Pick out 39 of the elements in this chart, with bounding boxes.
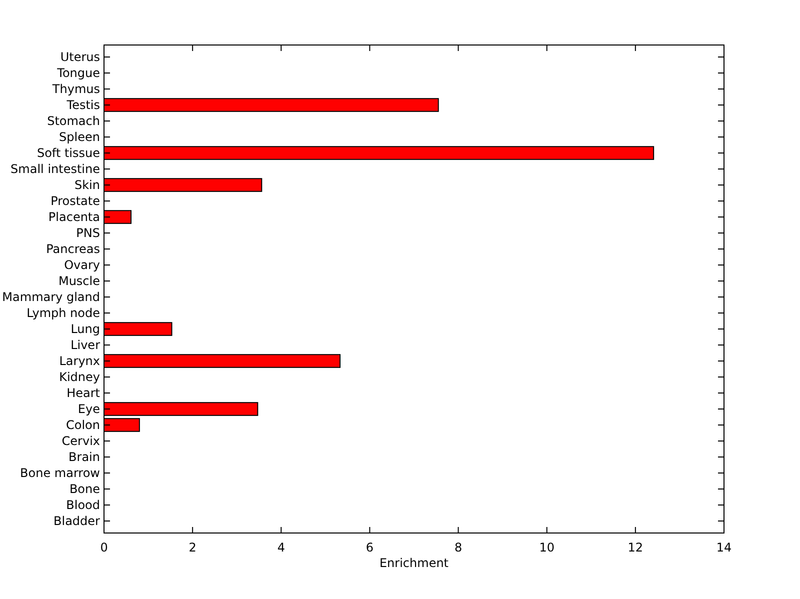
x-tick-label: 2 — [188, 540, 196, 555]
y-tick-label: Blood — [66, 498, 100, 512]
y-tick-label: Thymus — [51, 82, 100, 96]
y-tick-label: Heart — [66, 386, 100, 400]
y-tick-label: Tongue — [56, 66, 100, 80]
y-tick-label: Lung — [70, 322, 100, 336]
x-tick-label: 8 — [454, 540, 462, 555]
x-tick-label: 6 — [366, 540, 374, 555]
y-tick-label: Eye — [78, 402, 100, 416]
x-tick-label: 10 — [539, 540, 554, 555]
y-tick-label: Prostate — [50, 194, 100, 208]
x-tick-label: 0 — [100, 540, 108, 555]
y-tick-label: Kidney — [59, 370, 100, 384]
y-tick-label: Colon — [66, 418, 100, 432]
y-tick-label: Spleen — [59, 130, 100, 144]
y-tick-label: Stomach — [47, 114, 100, 128]
y-tick-label: Testis — [66, 98, 100, 112]
y-tick-label: Liver — [70, 338, 100, 352]
y-tick-label: Mammary gland — [2, 290, 100, 304]
y-tick-label: Soft tissue — [36, 146, 100, 160]
y-tick-label: Pancreas — [46, 242, 100, 256]
x-tick-label: 4 — [277, 540, 285, 555]
x-axis-title: Enrichment — [379, 556, 449, 570]
x-tick-label: 12 — [628, 540, 644, 555]
y-tick-label: Ovary — [64, 258, 100, 272]
y-tick-label: Skin — [74, 178, 100, 192]
y-tick-label: Larynx — [59, 354, 100, 368]
y-tick-label: Cervix — [62, 434, 100, 448]
y-tick-label: Bone — [69, 482, 100, 496]
y-tick-label: Small intestine — [10, 162, 100, 176]
y-tick-label: Placenta — [48, 210, 100, 224]
y-tick-label: Muscle — [58, 274, 100, 288]
y-tick-label: Uterus — [60, 50, 100, 64]
y-tick-label: Bladder — [54, 514, 100, 528]
y-tick-label: PNS — [76, 226, 100, 240]
y-tick-label: Lymph node — [26, 306, 100, 320]
y-tick-label: Brain — [68, 450, 100, 464]
y-tick-label: Bone marrow — [20, 466, 100, 480]
x-tick-label: 14 — [716, 540, 732, 555]
